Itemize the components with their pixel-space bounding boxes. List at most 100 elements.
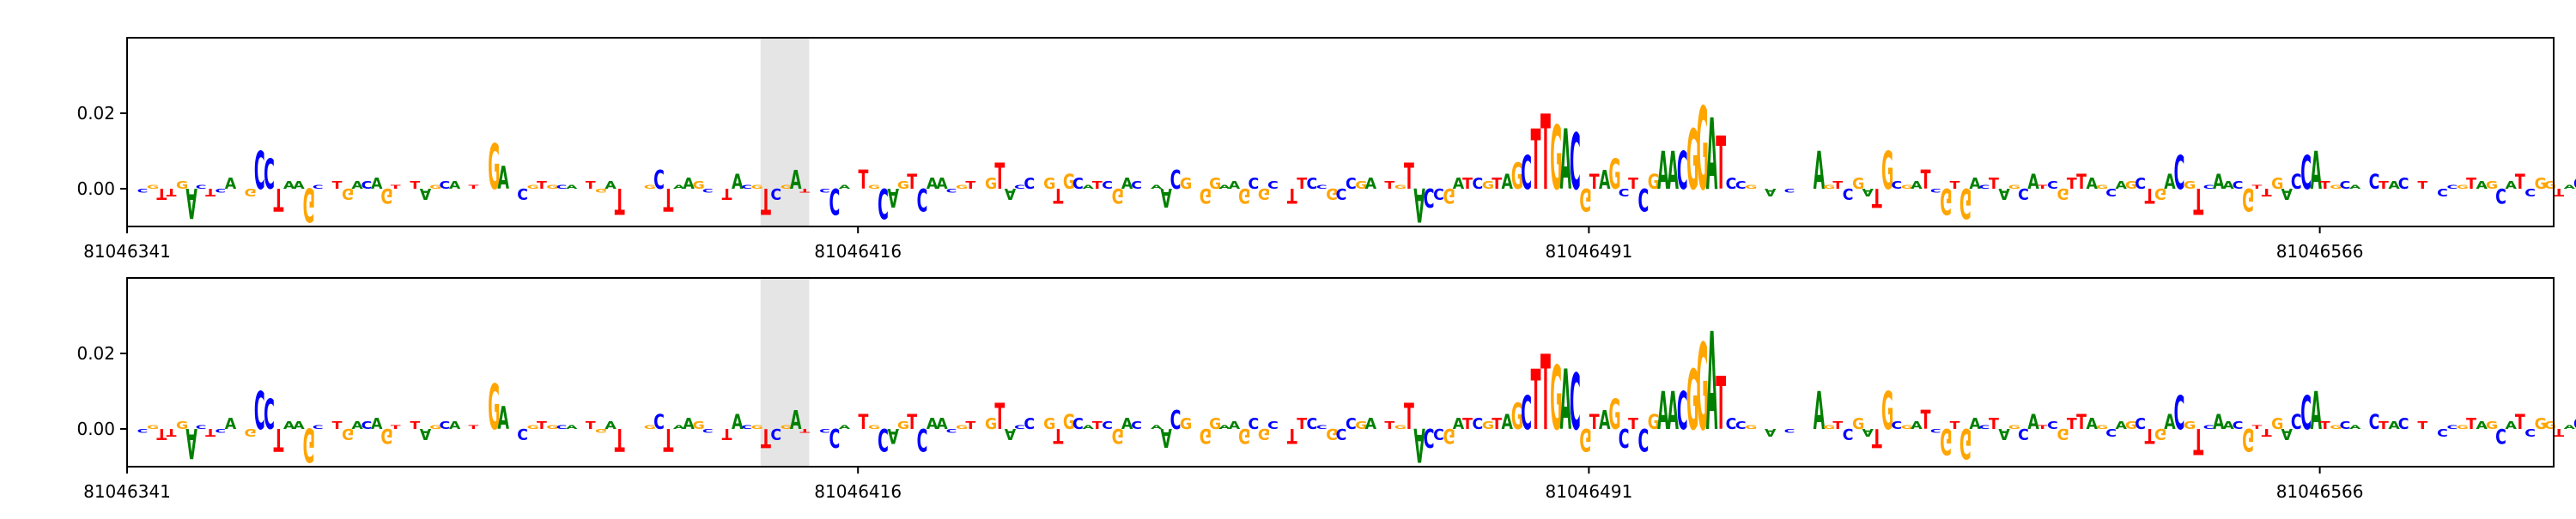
logo-letter: C: [2135, 416, 2146, 433]
logo-letter: G: [644, 184, 656, 190]
logo-letter: G: [1881, 142, 1893, 202]
logo-letter: G: [868, 425, 880, 431]
logo-letter: C: [1014, 184, 1025, 190]
logo-letter: A: [1453, 176, 1465, 193]
logo-letter: G: [751, 425, 763, 431]
logo-letter: G: [1940, 420, 1952, 463]
logo-letter: C: [137, 187, 149, 193]
logo-letter: G: [2457, 425, 2469, 431]
logo-letter: C: [2446, 425, 2458, 431]
logo-letter: C: [439, 419, 450, 432]
logo-letter: A: [2164, 169, 2176, 194]
logo-letter: T: [1053, 424, 1063, 449]
logo-letter: C: [2369, 409, 2380, 434]
logo-letter: C: [1170, 405, 1182, 436]
highlight-band: [760, 278, 810, 467]
logo-letter: T: [1287, 424, 1297, 449]
logo-letter: T: [2076, 409, 2087, 434]
logo-letter: T: [1462, 176, 1473, 193]
logo-letter: G: [1180, 416, 1192, 433]
logo-letter: A: [839, 425, 850, 431]
logo-letter: C: [1930, 427, 1941, 433]
logo-letter: C: [1521, 388, 1532, 441]
logo-letter: G: [1238, 424, 1250, 449]
logo-letter: G: [1697, 84, 1709, 216]
logo-letter: A: [1599, 165, 1610, 196]
logo-letter: A: [673, 184, 684, 190]
logo-letter: C: [1307, 416, 1318, 433]
logo-letter: C: [878, 178, 889, 227]
logo-letter: T: [1589, 169, 1600, 194]
logo-letter: T: [2554, 426, 2565, 439]
logo-letter: C: [1131, 179, 1142, 192]
logo-letter: A: [888, 424, 900, 449]
logo-letter: G: [1209, 176, 1221, 193]
logo-letter: C: [254, 383, 265, 442]
logo-letter: G: [1511, 155, 1523, 198]
logo-letter: T: [1832, 179, 1844, 192]
logo-letter: C: [1473, 176, 1484, 193]
logo-letter: T: [1832, 419, 1844, 432]
logo-letter: A: [1706, 99, 1717, 213]
logo-letter: C: [1131, 419, 1142, 432]
logo-letter: G: [147, 425, 159, 431]
logo-letter: A: [1667, 142, 1679, 202]
logo-letter: A: [2349, 184, 2360, 190]
logo-letter: C: [702, 187, 714, 193]
logo-letter: A: [2087, 416, 2099, 433]
logo-letter: A: [2506, 419, 2518, 432]
logo-letter: T: [1950, 179, 1961, 192]
logo-letter: T: [537, 179, 548, 192]
logo-letter: A: [2388, 419, 2400, 432]
logo-letter: T: [537, 419, 548, 432]
logo-letter: T: [2262, 426, 2273, 439]
logo-letter: T: [1287, 184, 1297, 208]
logo-letter: T: [2038, 425, 2048, 431]
logo-letter: G: [2486, 179, 2498, 192]
logo-letter: A: [839, 184, 850, 190]
logo-letter: T: [1950, 419, 1961, 432]
logo-letter: A: [1862, 426, 1874, 439]
logo-letter: C: [2340, 419, 2351, 432]
logo-letter: T: [2067, 416, 2077, 433]
logo-letter: A: [566, 184, 577, 190]
logo-letter: C: [2105, 186, 2117, 199]
logo-letter: A: [2349, 425, 2360, 431]
logo-letter: G: [488, 132, 500, 204]
logo-letter: A: [1998, 184, 2010, 202]
logo-letter: G: [693, 179, 705, 192]
logo-letter: T: [1297, 416, 1307, 433]
logo-letter: G: [303, 178, 315, 231]
logo-letter: G: [429, 425, 441, 431]
logo-letter: A: [732, 409, 744, 434]
logo-letter: C: [1892, 419, 1903, 432]
logo-letter: C: [517, 184, 528, 202]
logo-letter: T: [1628, 176, 1638, 193]
logo-letter: A: [1502, 409, 1514, 434]
logo-letter: T: [799, 187, 810, 193]
logo-letter: G: [380, 184, 392, 208]
logo-letter: A: [1862, 186, 1874, 199]
logo-letter: C: [2174, 148, 2185, 201]
logo-letter: T: [907, 409, 917, 434]
logo-letter: T: [2076, 169, 2087, 194]
logo-letter: A: [673, 425, 684, 431]
logo-letter: A: [2476, 179, 2488, 192]
logo-letter: A: [1998, 425, 2010, 442]
logo-letter: G: [147, 184, 159, 190]
logo-letter: G: [1063, 409, 1075, 434]
y-tick-label: 0.00: [76, 178, 115, 199]
logo-letter: A: [1365, 416, 1377, 433]
logo-letter: G: [1901, 184, 1913, 190]
logo-letter: G: [868, 184, 880, 190]
logo-letter: G: [527, 425, 539, 431]
logo-letter: A: [1121, 176, 1133, 193]
logo-letter: T: [994, 395, 1005, 438]
logo-letter: A: [420, 425, 432, 442]
logo-letter: T: [167, 426, 178, 439]
logo-letter: C: [702, 427, 714, 433]
logo-letter: A: [2116, 419, 2128, 432]
logo-letter: G: [956, 425, 968, 431]
logo-letter: G: [176, 419, 188, 432]
